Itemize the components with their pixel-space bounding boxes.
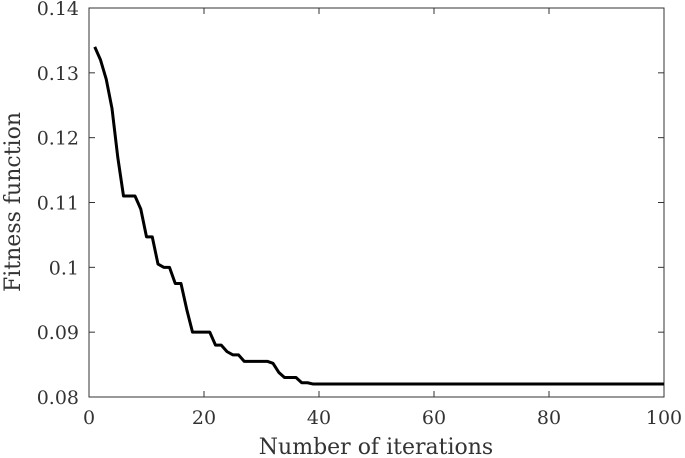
x-tick-label: 60 (422, 407, 446, 429)
x-axis-label: Number of iterations (259, 435, 493, 458)
x-tick-label: 80 (537, 407, 561, 429)
y-tick-label: 0.14 (37, 0, 79, 20)
y-tick-label: 0.1 (49, 257, 79, 279)
plot-area-frame (88, 7, 665, 398)
fitness-line (93, 46, 664, 386)
y-axis-label: Fitness function (1, 112, 26, 292)
y-tick-label: 0.09 (37, 322, 79, 344)
x-tick-label: 20 (192, 407, 216, 429)
y-tick-label: 0.12 (37, 128, 79, 150)
y-tick-label: 0.13 (37, 63, 79, 85)
y-tick-label: 0.08 (37, 387, 79, 409)
x-tick-label: 100 (646, 407, 682, 429)
axis-ticks (88, 7, 665, 398)
y-tick-label: 0.11 (37, 193, 79, 215)
tick-labels: 0 20 40 60 80 100 0.08 0.09 0.1 0.11 0.12 0.13 0.14 (37, 0, 682, 429)
x-tick-label: 0 (83, 407, 95, 429)
x-tick-label: 40 (307, 407, 331, 429)
